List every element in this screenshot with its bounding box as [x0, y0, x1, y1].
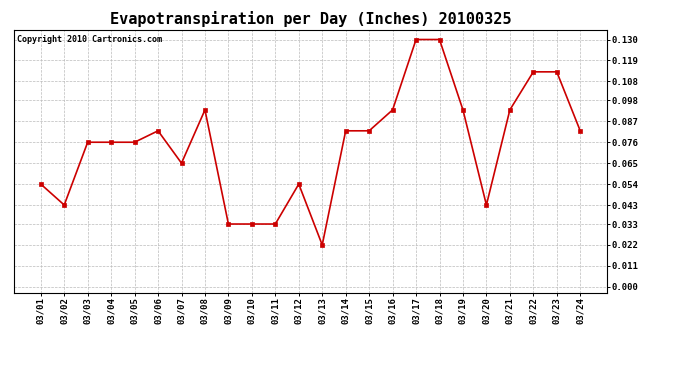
- Text: Copyright 2010 Cartronics.com: Copyright 2010 Cartronics.com: [17, 35, 161, 44]
- Title: Evapotranspiration per Day (Inches) 20100325: Evapotranspiration per Day (Inches) 2010…: [110, 12, 511, 27]
